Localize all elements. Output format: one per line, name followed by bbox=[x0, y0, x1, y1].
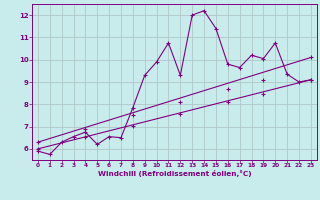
X-axis label: Windchill (Refroidissement éolien,°C): Windchill (Refroidissement éolien,°C) bbox=[98, 170, 251, 177]
